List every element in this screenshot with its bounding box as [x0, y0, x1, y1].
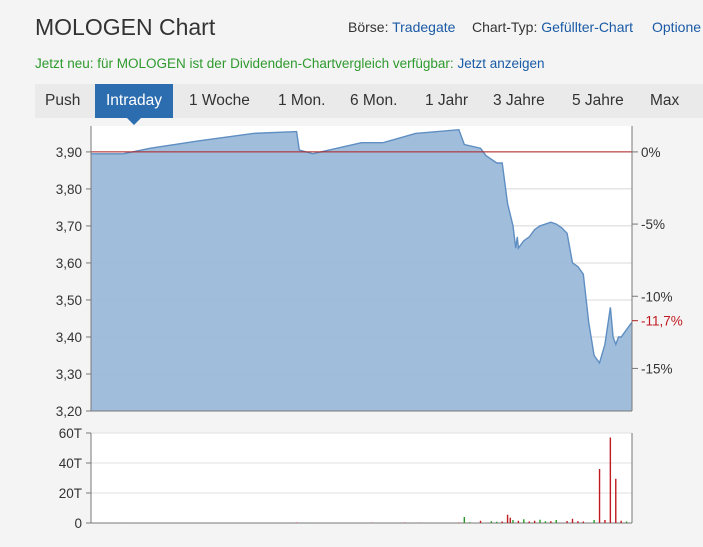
price-tick-label: 3,90	[56, 145, 82, 160]
volume-tick-label: 40T	[59, 456, 82, 471]
tab-6-mon[interactable]: 6 Mon.	[350, 92, 398, 109]
price-tick-label: 3,40	[56, 330, 82, 345]
price-tick-label: 3,50	[56, 293, 82, 308]
options-link[interactable]: Optione	[652, 19, 702, 35]
tab-intraday[interactable]: Intraday	[95, 84, 174, 125]
tab-push[interactable]: Push	[45, 92, 81, 109]
timeframe-tabs: Push Intraday 1 Woche 1 Mon. 6 Mon. 1 Ja…	[35, 84, 703, 125]
tab-1-woche[interactable]: 1 Woche	[189, 92, 250, 109]
options-selector: Optione	[652, 19, 701, 35]
volume-plot-area	[91, 433, 632, 523]
notice-link[interactable]: Jetzt anzeigen	[457, 56, 545, 71]
exchange-selector: Börse: Tradegate	[348, 19, 455, 35]
percent-tick-label: -5%	[641, 217, 665, 232]
tab-1-mon[interactable]: 1 Mon.	[278, 92, 326, 109]
charttype-link[interactable]: Gefüllter-Chart	[541, 19, 634, 35]
tab-max[interactable]: Max	[650, 92, 680, 109]
last-change-label: -11,7%	[641, 314, 683, 329]
exchange-label: Börse:	[348, 19, 389, 35]
price-tick-label: 3,30	[56, 367, 82, 382]
price-tick-label: 3,60	[56, 256, 82, 271]
charttype-label: Chart-Typ:	[472, 19, 538, 35]
tab-3-jahre[interactable]: 3 Jahre	[493, 92, 545, 109]
price-line	[91, 128, 633, 365]
volume-tick-label: 0	[74, 516, 82, 531]
notice-text: Jetzt neu: für MOLOGEN ist der Dividende…	[35, 56, 454, 71]
price-tick-label: 3,70	[56, 219, 82, 234]
percent-tick-label: 0%	[641, 145, 661, 160]
price-tick-label: 3,20	[56, 404, 82, 419]
percent-tick-label: -10%	[641, 289, 673, 304]
exchange-link[interactable]: Tradegate	[392, 19, 456, 35]
dividend-notice: Jetzt neu: für MOLOGEN ist der Dividende…	[35, 56, 545, 71]
page-title: MOLOGEN Chart	[35, 14, 216, 40]
tab-5-jahre[interactable]: 5 Jahre	[572, 92, 624, 109]
percent-tick-label: -15%	[641, 361, 673, 376]
volume-tick-label: 60T	[59, 426, 82, 441]
tab-1-jahr[interactable]: 1 Jahr	[425, 92, 469, 109]
charttype-selector: Chart-Typ: Gefüllter-Chart	[472, 19, 633, 35]
price-area	[91, 129, 632, 411]
volume-tick-label: 20T	[59, 486, 82, 501]
price-tick-label: 3,80	[56, 182, 82, 197]
